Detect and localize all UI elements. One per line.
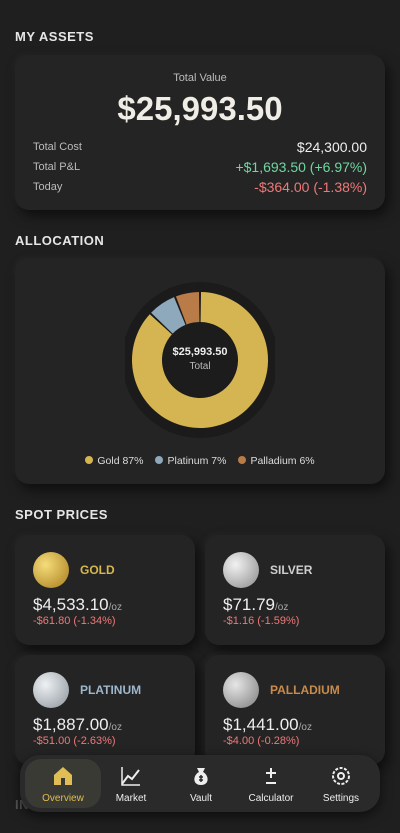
total-value: $25,993.50 xyxy=(117,90,283,127)
nav-icon xyxy=(121,767,140,786)
row-value: +$1,693.50 (+6.97%) xyxy=(235,159,367,175)
donut-center-label: Total xyxy=(189,361,211,372)
section-title: SPOT PRICES xyxy=(15,507,108,522)
coin-icon xyxy=(33,552,69,588)
nav-icon xyxy=(194,768,208,785)
row-value: $24,300.00 xyxy=(296,139,367,155)
donut-segment xyxy=(132,292,268,428)
legend-label: Palladium 6% xyxy=(250,455,315,467)
price-value: $1,887.00 xyxy=(33,715,109,734)
section-title: MY ASSETS xyxy=(15,29,94,44)
metal-price: $1,441.00/oz xyxy=(223,715,312,735)
metal-name: PLATINUM xyxy=(80,683,142,697)
nav-label: Calculator xyxy=(248,793,294,804)
asset-row: Today -$364.00 (-1.38%) xyxy=(33,179,367,199)
row-value: -$364.00 (-1.38%) xyxy=(254,179,367,195)
nav-label: Market xyxy=(115,793,147,804)
metal-card[interactable]: PLATINUM $1,887.00/oz -$51.00 (-2.63%) xyxy=(15,655,195,765)
nav-icon xyxy=(266,768,276,784)
asset-row: Total Cost $24,300.00 xyxy=(33,139,367,159)
legend-dot xyxy=(85,456,94,464)
price-value: $4,533.10 xyxy=(33,595,109,614)
metal-price: $71.79/oz xyxy=(223,595,288,615)
legend-dot xyxy=(238,456,247,464)
metal-change: -$4.00 (-0.28%) xyxy=(223,735,300,747)
total-label: Total Value xyxy=(173,72,227,84)
donut-segment xyxy=(151,297,186,334)
nav-item[interactable]: Vault xyxy=(165,755,237,812)
metal-name: SILVER xyxy=(270,563,313,577)
row-label: Total Cost xyxy=(33,141,82,153)
nav-item[interactable]: Market xyxy=(95,755,167,812)
bottom-nav: Overview Market Vault Calculator Settings xyxy=(20,755,380,812)
allocation-card: $25,993.50 Total Gold 87% Platinum 7% Pall… xyxy=(15,258,385,484)
metal-price: $1,887.00/oz xyxy=(33,715,122,735)
price-unit: /oz xyxy=(108,602,122,613)
legend-label: Gold 87% xyxy=(97,455,144,467)
donut-chart xyxy=(125,282,275,438)
nav-label: Vault xyxy=(189,793,213,804)
metal-card[interactable]: GOLD $4,533.10/oz -$61.80 (-1.34%) xyxy=(15,535,195,645)
assets-card: Total Value $25,993.50 Total Cost $24,300… xyxy=(15,55,385,210)
row-label: Today xyxy=(33,181,63,193)
nav-icon xyxy=(332,767,350,785)
metal-name: PALLADIUM xyxy=(270,683,340,697)
metal-price: $4,533.10/oz xyxy=(33,595,122,615)
legend: Gold 87% Platinum 7% Palladium 6% xyxy=(15,455,385,467)
donut-center-value: $25,993.50 xyxy=(172,346,228,358)
legend-item: Gold 87% xyxy=(85,455,143,467)
coin-icon xyxy=(33,672,69,708)
nav-item[interactable]: Settings xyxy=(305,755,377,812)
metal-change: -$1.16 (-1.59%) xyxy=(223,615,300,627)
donut-hole xyxy=(163,323,237,397)
coin-icon xyxy=(223,672,259,708)
metal-card[interactable]: PALLADIUM $1,441.00/oz -$4.00 (-0.28%) xyxy=(205,655,385,765)
legend-label: Platinum 7% xyxy=(167,455,227,467)
price-value: $71.79 xyxy=(223,595,275,614)
nav-icon xyxy=(54,767,72,785)
price-value: $1,441.00 xyxy=(223,715,299,734)
nav-label: Overview xyxy=(42,793,84,804)
donut-segment xyxy=(175,292,200,325)
coin-icon xyxy=(223,552,259,588)
metal-card[interactable]: SILVER $71.79/oz -$1.16 (-1.59%) xyxy=(205,535,385,645)
nav-item[interactable]: Calculator xyxy=(235,755,307,812)
price-unit: /oz xyxy=(275,602,289,613)
nav-item[interactable]: Overview xyxy=(25,759,101,808)
row-label: Total P&L xyxy=(33,161,81,173)
legend-dot xyxy=(155,456,164,464)
metal-change: -$61.80 (-1.34%) xyxy=(33,615,116,627)
legend-item: Platinum 7% xyxy=(155,455,226,467)
asset-row: Total P&L +$1,693.50 (+6.97%) xyxy=(33,159,367,179)
metal-change: -$51.00 (-2.63%) xyxy=(33,735,116,747)
nav-label: Settings xyxy=(322,793,360,804)
price-unit: /oz xyxy=(108,722,122,733)
section-title: ALLOCATION xyxy=(15,233,105,248)
price-unit: /oz xyxy=(298,722,312,733)
metal-name: GOLD xyxy=(80,563,115,577)
legend-item: Palladium 6% xyxy=(238,455,315,467)
